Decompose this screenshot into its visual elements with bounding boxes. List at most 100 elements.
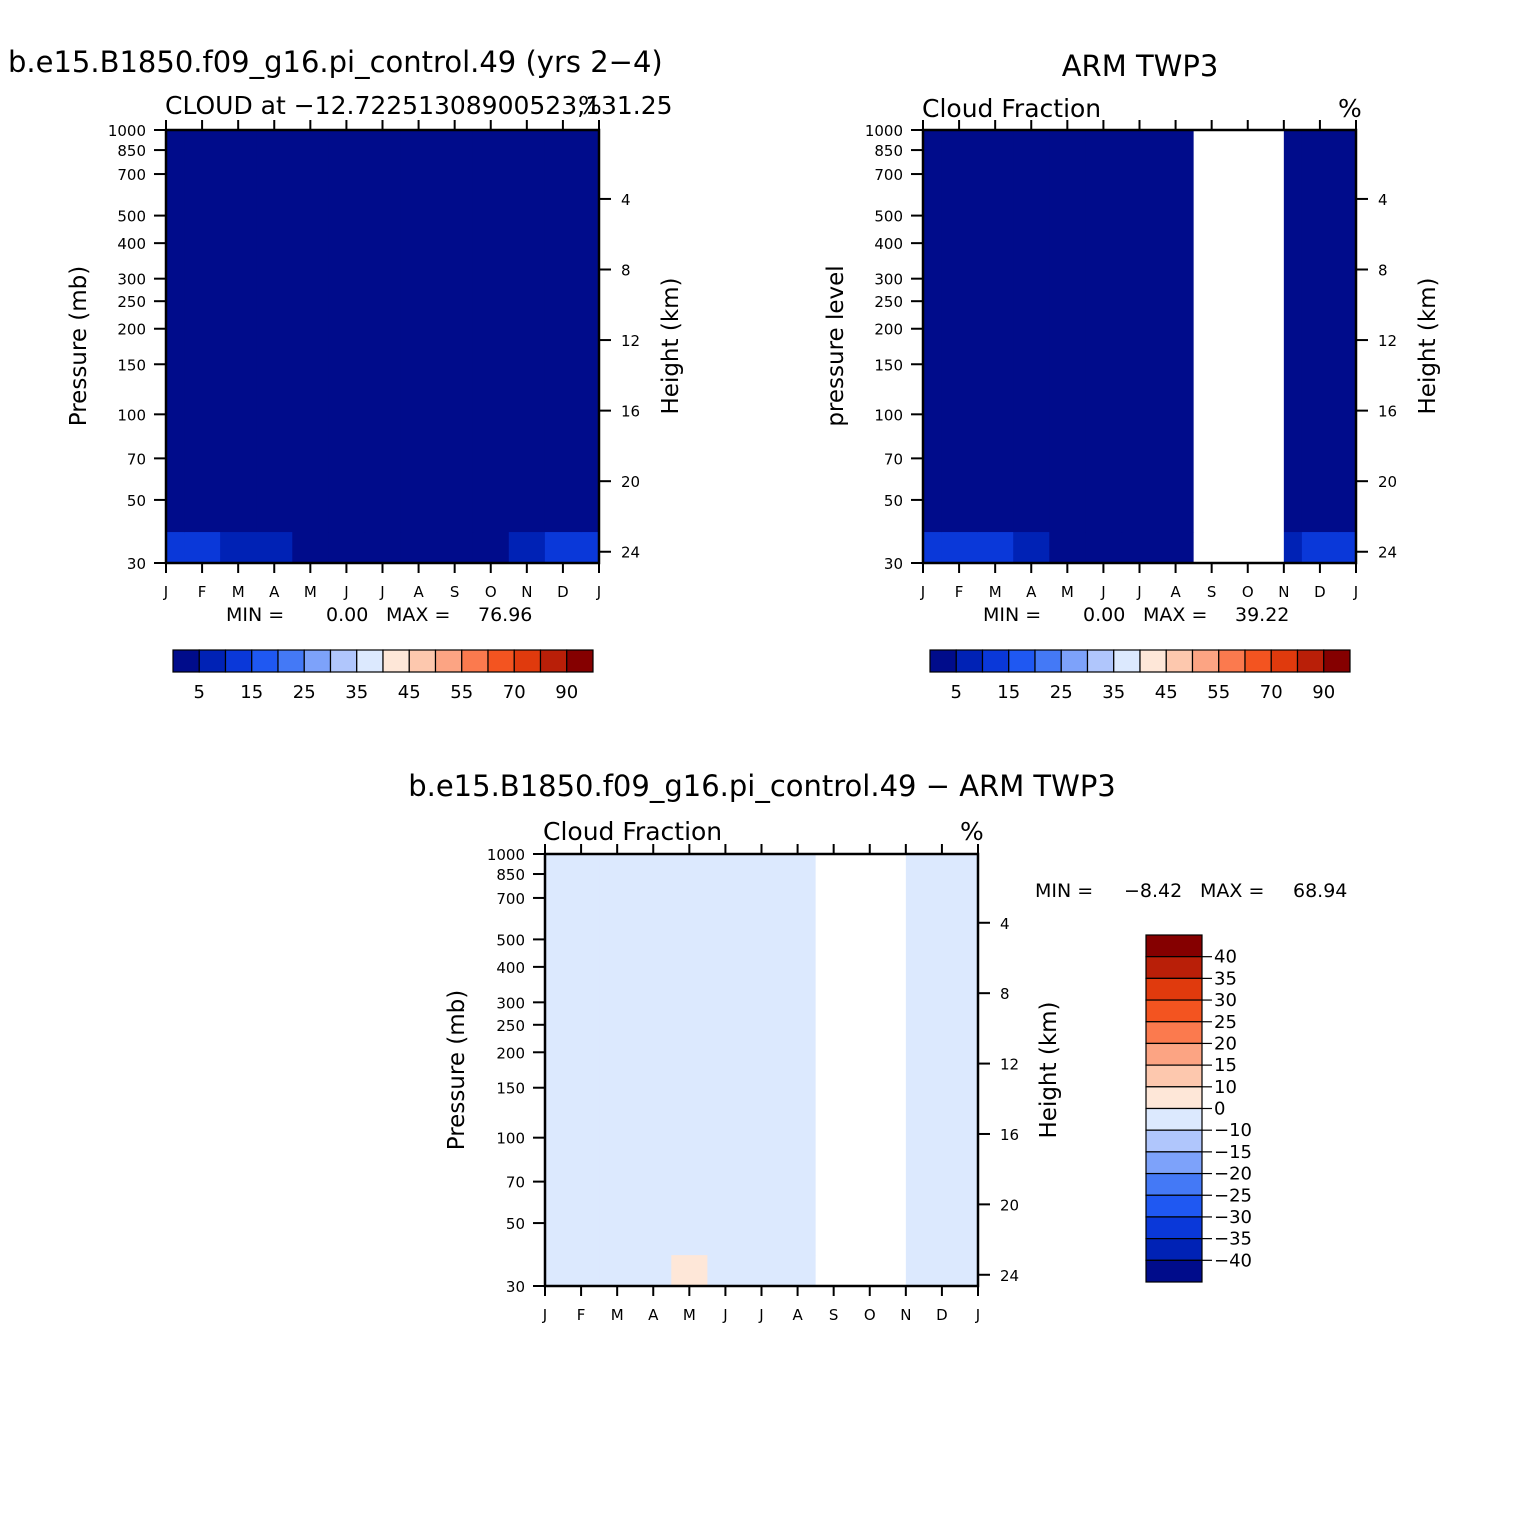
heatmap-cell [1337,130,1357,533]
colorbar-label: 15 [997,682,1020,703]
y-tick-label: 200 [874,321,903,339]
colorbar-label: 45 [398,682,421,703]
colorbar-swatch [1145,977,1203,1001]
colorbar-swatch [408,649,437,673]
colorbar-label: −15 [1214,1142,1252,1163]
heatmap-cell [1301,130,1339,533]
y-tick-label: 50 [884,492,903,510]
missing-data-band [833,854,906,1286]
colorbar-label: −10 [1214,1120,1252,1141]
y2-tick-label: 4 [1378,191,1388,209]
x-tick-label: O [485,583,497,601]
colorbar-swatch [356,649,384,673]
heatmap-cell [1085,130,1123,533]
x-tick-label: M [611,1306,624,1324]
heatmap-cell [545,854,564,1256]
x-tick-label: J [1136,583,1141,601]
y-tick-label: 850 [117,142,146,160]
y-tick-label: 400 [496,959,525,977]
colorbar-label: 25 [1214,1012,1237,1033]
colorbar-swatch [1145,1238,1203,1261]
colorbar-label: 5 [951,682,962,703]
heatmap-cell [220,130,257,533]
colorbar-swatch [1145,999,1203,1023]
colorbar-swatch [251,649,279,673]
x-tick-label: J [722,1306,727,1324]
colorbar-swatch [1145,1151,1203,1175]
heatmap-cell [544,130,582,533]
colorbar-swatch [303,649,332,673]
colorbar-label: 70 [1260,682,1283,703]
y2-tick-label: 4 [1000,915,1010,933]
heatmap-cell [436,130,474,533]
heatmap-cell [184,130,221,533]
panel-diff-title: b.e15.B1850.f09_g16.pi_control.49 − ARM … [408,769,1116,803]
heatmap-cell [671,854,708,1256]
colorbar-swatch [1145,1129,1203,1153]
colorbar-swatch [224,649,253,673]
y2-tick-label: 16 [1378,403,1397,421]
colorbar-swatch [1145,956,1203,979]
x-tick-label: N [521,583,532,601]
colorbar-swatch [277,649,305,673]
colorbar-swatch [566,649,594,673]
y-tick-label: 70 [884,450,903,468]
x-tick-label: D [1314,583,1326,601]
x-tick-label: J [920,583,925,601]
colorbar-swatch [1145,1216,1203,1240]
heatmap-cell [580,130,600,533]
panel-model-max-value: 76.96 [478,604,532,626]
y2-tick-label: 20 [1000,1196,1019,1214]
panel-obs-colorbar: 5 15 25 35 45 55 70 90 [929,649,1351,703]
colorbar-swatch [1145,1172,1203,1196]
x-tick-label: O [1242,583,1254,601]
x-tick-label: M [989,583,1002,601]
x-tick-label: S [1207,583,1217,601]
panel-model-units: % [578,91,602,120]
colorbar-swatch [198,649,227,673]
x-tick-label: D [936,1306,948,1324]
colorbar-label: −20 [1214,1164,1252,1185]
colorbar-swatch [1145,1194,1203,1218]
colorbar-label: 20 [1214,1033,1237,1054]
x-tick-label: A [1170,583,1181,601]
x-tick-label: J [758,1306,763,1324]
x-tick-label: M [304,583,317,601]
heatmap-cell [1013,130,1050,533]
x-tick-label: F [577,1306,586,1324]
panel-obs-y2label: Height (km) [1415,277,1441,414]
y-tick-label: 300 [496,994,525,1012]
y-tick-label: 1000 [865,122,903,140]
y-tick-label: 30 [506,1278,525,1296]
y2-tick-label: 20 [1378,473,1397,491]
colorbar-swatch [1191,649,1220,673]
panel-obs-max-label: MAX = [1143,604,1207,626]
colorbar-swatch [539,649,568,673]
colorbar-swatch [513,649,542,673]
panel-diff: b.e15.B1850.f09_g16.pi_control.49 − ARM … [408,769,1347,1324]
colorbar-swatch [1034,649,1062,673]
colorbar-label: 25 [293,682,316,703]
y2-tick-label: 12 [1000,1056,1019,1074]
x-tick-label: A [648,1306,659,1324]
panel-diff-y2label: Height (km) [1036,1001,1062,1138]
y-tick-label: 700 [874,166,903,184]
heatmap-cell [923,130,942,533]
heatmap-cell [1049,130,1086,533]
panel-diff-ylabel: Pressure (mb) [444,990,470,1150]
colorbar-swatch [1145,1259,1203,1283]
colorbar-label: −25 [1214,1185,1252,1206]
colorbar-swatch [1086,649,1115,673]
x-tick-label: F [955,583,964,601]
y2-tick-label: 4 [621,191,631,209]
x-tick-label: D [557,583,569,601]
colorbar-swatch [1113,649,1141,673]
colorbar-label: 55 [1207,682,1230,703]
heatmap-cell [635,854,672,1256]
panel-obs-plot [923,130,1357,564]
y-tick-label: 1000 [487,846,525,864]
colorbar-swatch [329,649,358,673]
x-tick-label: A [413,583,424,601]
panel-obs-min-label: MIN = [983,604,1041,626]
